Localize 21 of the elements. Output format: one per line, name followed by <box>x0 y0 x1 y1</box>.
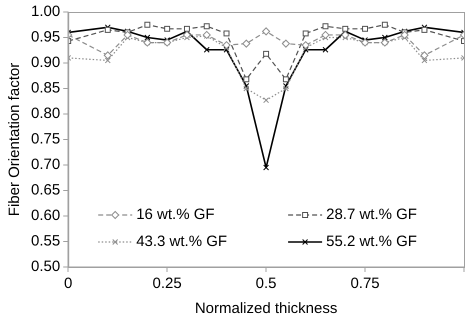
legend-label: 28.7 wt.% GF <box>326 206 417 224</box>
y-tick-label: 0.70 <box>30 156 60 174</box>
y-tick-label: 0.65 <box>30 182 60 199</box>
legend-label: 43.3 wt.% GF <box>136 233 228 250</box>
x-tick-label: 0.25 <box>152 275 182 292</box>
x-tick-label: 0 <box>64 275 72 292</box>
y-tick-label: 0.85 <box>30 80 60 97</box>
x-tick-label: 0.5 <box>256 275 277 292</box>
legend-label: 16 wt.% GF <box>136 206 215 224</box>
y-tick-label: 0.95 <box>30 28 60 46</box>
legend-label: 55.2 wt.% GF <box>326 233 417 250</box>
y-tick-label: 0.55 <box>30 232 60 250</box>
y-tick-label: 0.75 <box>30 130 60 148</box>
x-tick-label: 0.75 <box>350 275 380 292</box>
x-axis-title: Normalized thickness <box>194 300 338 318</box>
y-axis-title: Fiber Orientation factor <box>6 62 24 216</box>
y-tick-label: 0.80 <box>30 105 60 122</box>
y-tick-label: 1.00 <box>30 3 60 20</box>
y-tick-label: 0.90 <box>30 54 60 72</box>
y-tick-label: 0.50 <box>30 258 60 276</box>
y-tick-label: 0.60 <box>30 207 60 224</box>
